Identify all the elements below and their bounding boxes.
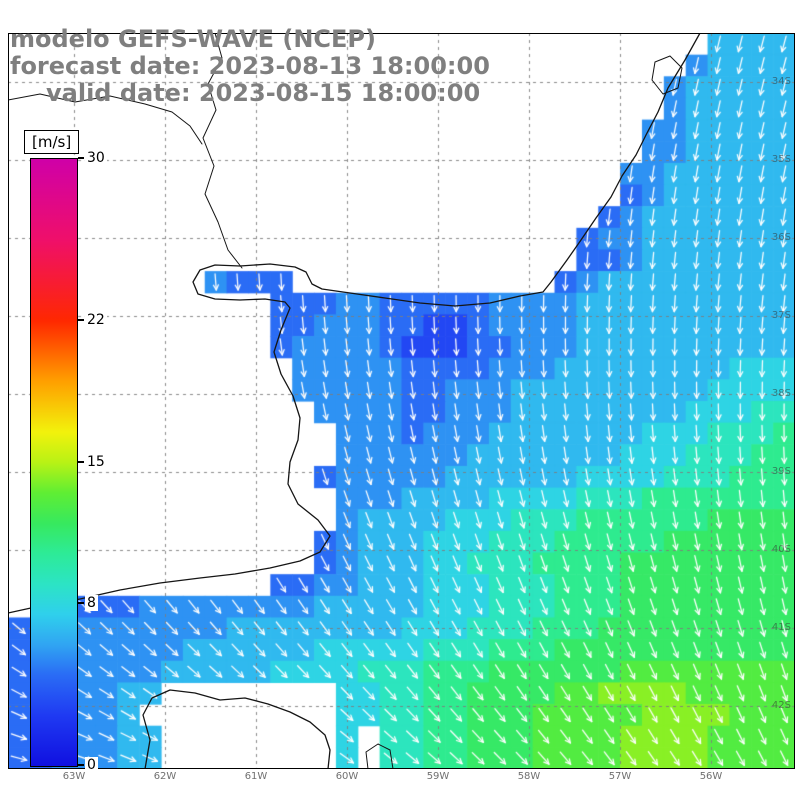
- lon-gridline-label: 56W: [699, 771, 723, 782]
- coastline-path: [8, 33, 701, 614]
- coastline-layer: [8, 33, 701, 769]
- lagoon-outline: [651, 55, 683, 95]
- model-title: modelo GEFS-WAVE (NCEP): [10, 25, 376, 53]
- lon-gridline-label: 63W: [62, 771, 86, 782]
- map-header: modelo GEFS-WAVE (NCEP) forecast date: 2…: [10, 26, 490, 107]
- lon-gridline-label: 62W: [153, 771, 177, 782]
- lon-gridline-label: 60W: [335, 771, 359, 782]
- lon-gridline-label: 58W: [517, 771, 541, 782]
- wind-field-canvas: [8, 33, 795, 769]
- forecast-date-line: forecast date: 2023-08-13 18:00:00: [10, 52, 490, 80]
- river-path: [202, 33, 243, 269]
- south-land-outline: [142, 689, 331, 769]
- valid-date-line: valid date: 2023-08-15 18:00:00: [46, 79, 481, 107]
- lon-gridline-label: 57W: [608, 771, 632, 782]
- lon-gridline-label: 59W: [426, 771, 450, 782]
- small-island-outline: [365, 743, 394, 769]
- lon-gridline-label: 61W: [244, 771, 268, 782]
- river-path: [8, 93, 203, 145]
